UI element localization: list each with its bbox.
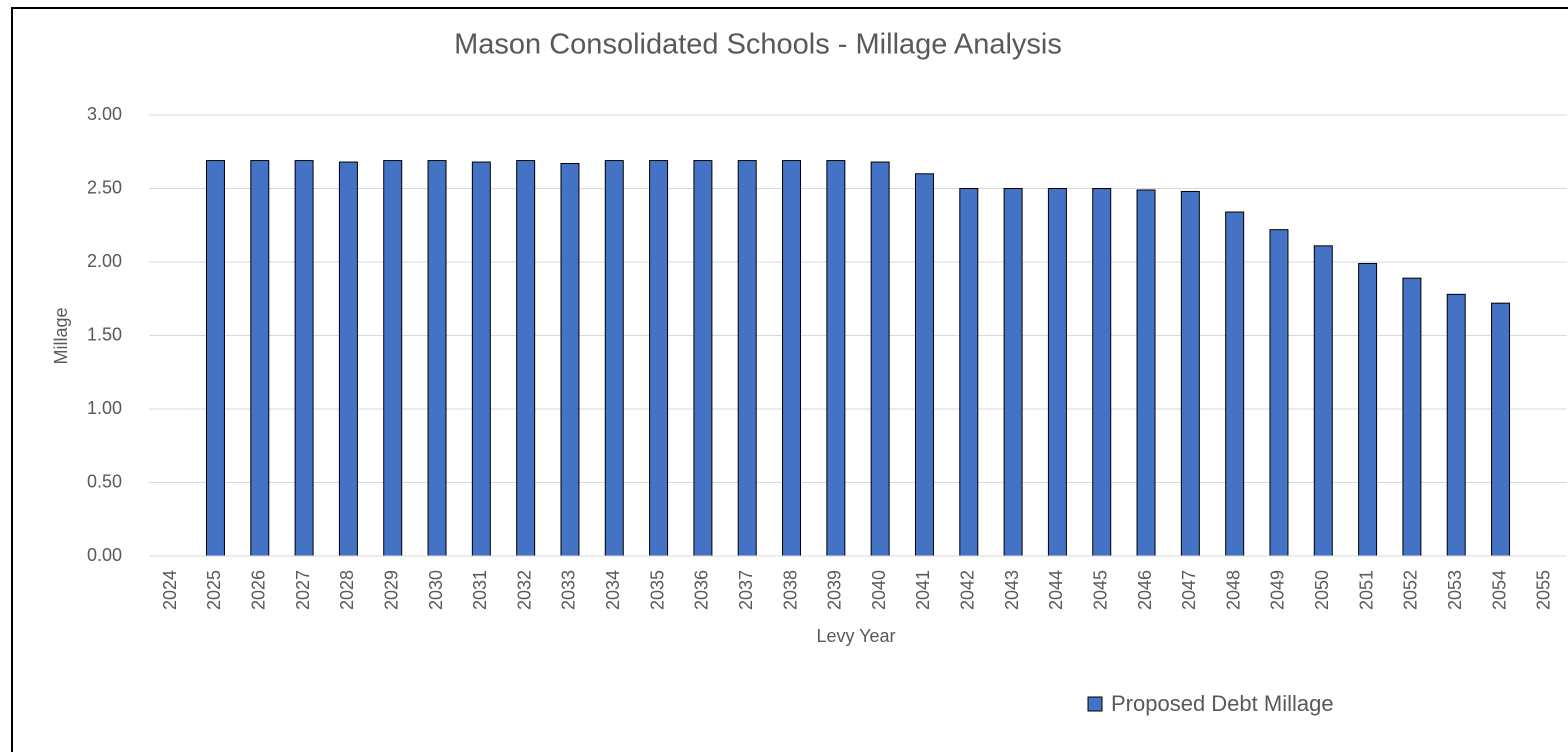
chart-title: Mason Consolidated Schools - Millage Ana… (454, 29, 1062, 61)
x-tick-label: 2053 (1445, 570, 1465, 610)
bar (649, 160, 669, 557)
bar (1225, 211, 1245, 557)
bar (1313, 245, 1333, 557)
bar (250, 160, 270, 557)
x-tick-label: 2034 (603, 570, 623, 610)
bar (1180, 190, 1200, 557)
x-tick-label: 2024 (160, 570, 180, 610)
x-tick-label: 2032 (514, 570, 534, 610)
bar (693, 160, 713, 557)
x-tick-label: 2029 (381, 570, 401, 610)
bar (1136, 189, 1156, 557)
y-tick-label: 0.00 (87, 545, 122, 565)
bar (1491, 302, 1511, 557)
bar (870, 161, 890, 557)
x-tick-label: 2040 (869, 570, 889, 610)
legend-label: Proposed Debt Millage (1111, 691, 1334, 716)
x-tick-label: 2054 (1489, 570, 1509, 610)
bar (383, 160, 403, 557)
y-tick-label: 3.00 (87, 104, 122, 124)
bar (1047, 188, 1067, 557)
x-tick-label: 2046 (1135, 570, 1155, 610)
x-tick-label: 2041 (913, 570, 933, 610)
y-tick-label: 2.50 (87, 177, 122, 197)
bar (560, 163, 580, 557)
x-axis-label: Levy Year (816, 626, 895, 646)
bar (737, 160, 757, 557)
bar (516, 160, 536, 557)
x-tick-label: 2038 (780, 570, 800, 610)
x-tick-label: 2035 (647, 570, 667, 610)
x-tick-label: 2028 (337, 570, 357, 610)
x-tick-label: 2042 (958, 570, 978, 610)
y-axis-label: Millage (51, 307, 71, 364)
bar (294, 160, 314, 557)
x-tick-label: 2025 (204, 570, 224, 610)
y-tick-label: 0.50 (87, 471, 122, 491)
bar (1446, 293, 1466, 557)
bar (604, 160, 624, 557)
x-tick-label: 2039 (825, 570, 845, 610)
x-tick-label: 2055 (1534, 570, 1554, 610)
x-tick-label: 2048 (1223, 570, 1243, 610)
bar (427, 160, 447, 557)
bar (1269, 229, 1289, 557)
x-tick-label: 2031 (470, 570, 490, 610)
x-tick-label: 2051 (1356, 570, 1376, 610)
x-tick-label: 2044 (1046, 570, 1066, 610)
x-tick-label: 2050 (1312, 570, 1332, 610)
x-tick-label: 2026 (249, 570, 269, 610)
bar (914, 173, 934, 557)
bar (205, 160, 225, 557)
legend-swatch (1087, 696, 1103, 712)
bar (782, 160, 802, 557)
bar (471, 161, 491, 557)
x-tick-label: 2045 (1090, 570, 1110, 610)
bar (338, 161, 358, 557)
x-tick-label: 2033 (559, 570, 579, 610)
x-tick-label: 2037 (736, 570, 756, 610)
x-tick-label: 2030 (426, 570, 446, 610)
x-tick-label: 2052 (1401, 570, 1421, 610)
x-tick-label: 2047 (1179, 570, 1199, 610)
x-tick-label: 2049 (1268, 570, 1288, 610)
y-tick-label: 1.00 (87, 398, 122, 418)
x-tick-label: 2027 (293, 570, 313, 610)
x-tick-label: 2036 (692, 570, 712, 610)
bar (826, 160, 846, 557)
y-tick-label: 1.50 (87, 324, 122, 344)
y-tick-label: 2.00 (87, 251, 122, 271)
bar (959, 188, 979, 557)
bar (1358, 262, 1378, 557)
bar (1003, 188, 1023, 557)
bar (1402, 277, 1422, 557)
bar (1092, 188, 1112, 557)
x-tick-label: 2043 (1002, 570, 1022, 610)
